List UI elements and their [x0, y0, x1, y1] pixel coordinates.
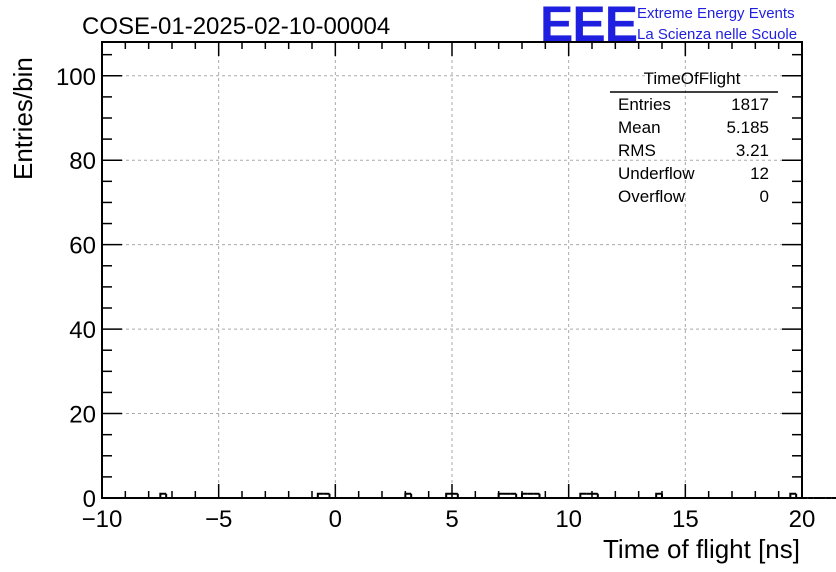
axis-ticks: [101, 42, 803, 499]
stats-box: TimeOfFlight Entries 1817 Mean 5.185 RMS 3.21…: [610, 69, 778, 206]
stats-row-label: Entries: [618, 95, 671, 114]
y-tick-label: 100: [56, 64, 96, 91]
histogram-bin: [579, 492, 587, 498]
grid: [102, 42, 802, 498]
histogram-bin: [655, 492, 662, 498]
histogram-bin: [316, 492, 324, 498]
logo-line1: Extreme Energy Events: [637, 5, 795, 22]
stats-row-label: Underflow: [618, 164, 695, 183]
stats-row-value: 1817: [731, 95, 769, 114]
x-tick-label: 0: [329, 506, 342, 533]
tick-labels: −10 −5 0 5 10 15 20 0 20 40 60 80 100: [56, 64, 815, 533]
x-tick-label: 10: [555, 506, 582, 533]
y-tick-label: 40: [69, 317, 96, 344]
stats-name: TimeOfFlight: [644, 69, 741, 88]
logo-line2: La Scienza nelle Scuole: [637, 26, 797, 43]
x-axis-label: Time of flight [ns]: [603, 534, 800, 564]
histogram-bin: [789, 492, 797, 498]
stats-row-label: RMS: [618, 141, 656, 160]
y-tick-label: 60: [69, 233, 96, 260]
stats-row-value: 3.21: [736, 141, 769, 160]
eee-logo: EEE Extreme Energy Events La Scienza nel…: [540, 0, 797, 52]
x-tick-label: 20: [789, 506, 816, 533]
stats-row-label: Overflow: [618, 187, 686, 206]
x-tick-label: 15: [672, 506, 699, 533]
stats-row-value: 12: [750, 164, 769, 183]
logo-mark: EEE: [540, 0, 637, 52]
y-tick-label: 80: [69, 148, 96, 175]
histogram-bin: [445, 492, 452, 498]
stats-row-value: 5.185: [726, 118, 769, 137]
x-tick-label: 5: [445, 506, 458, 533]
chart-title: COSE-01-2025-02-10-00004: [82, 13, 390, 40]
stats-row-value: 0: [760, 187, 769, 206]
x-tick-label: −10: [82, 506, 123, 533]
y-tick-label: 20: [69, 402, 96, 429]
histogram-bin: [159, 492, 167, 498]
y-tick-label: 0: [83, 486, 96, 513]
stats-row-label: Mean: [618, 118, 661, 137]
y-axis-label: Entries/bin: [8, 57, 38, 180]
x-tick-label: −5: [205, 506, 232, 533]
